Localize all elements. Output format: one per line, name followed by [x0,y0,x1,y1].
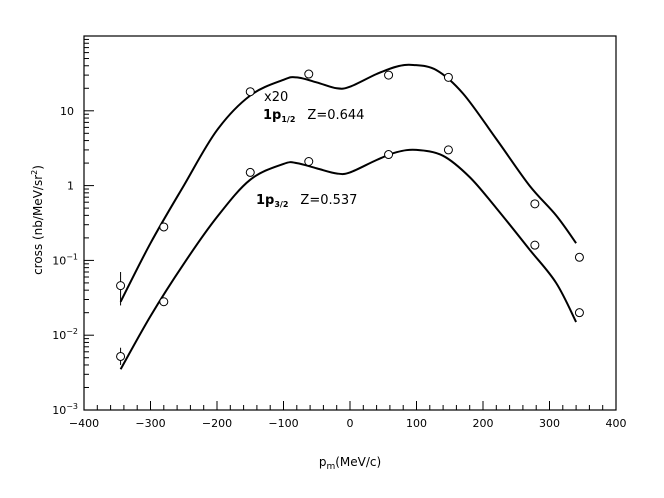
upper-label-main: 1p [263,108,281,123]
lower-label-main: 1p [256,193,274,208]
data-point-upper [384,70,394,80]
x-tick-label: 300 [539,417,560,430]
y-tick-label: 10−3 [52,402,78,417]
x-axis-title-sub: m [326,462,335,472]
y-tick-label: 10−1 [52,252,78,267]
data-point-lower [245,167,255,177]
data-points [116,69,584,365]
data-point-upper [304,69,314,79]
data-point-upper [443,72,453,82]
y-axis-title-sup: 2 [30,170,39,175]
data-point-lower [443,145,453,155]
y-tick-label: 10−2 [52,327,78,342]
y-axis-title-rest: ) [31,165,45,170]
data-point-lower [574,308,584,318]
fit-curves [119,63,577,370]
upper-label-sub: 1/2 [281,115,295,124]
y-tick-label: 10 [60,105,74,118]
annotation-upper-curve: 1p1/2 Z=0.644 [263,108,364,124]
data-point-upper [116,281,126,291]
y-axis-title: cross (nb/MeV/sr2) [30,165,45,275]
data-point-upper [530,199,540,209]
x-tick-labels: −400 −300 −200 −100 0 100 200 300 400 [69,417,627,430]
data-point-lower [159,297,169,307]
upper-label-z: Z=0.644 [307,108,364,123]
data-point-lower [304,156,314,166]
axis-ticks [83,38,617,411]
x-tick-label: 200 [473,417,494,430]
data-point-upper [159,222,169,232]
data-point-lower [116,351,126,361]
data-point-lower [384,150,394,160]
y-tick-label: 1 [67,180,74,193]
x-tick-label: −400 [69,417,99,430]
fit-curve-lower [119,148,577,370]
annotation-x20: x20 [264,90,288,105]
data-point-upper [574,252,584,262]
x-axis-title-main: p [319,455,327,469]
annotation-lower-curve: 1p3/2 Z=0.537 [256,193,357,209]
y-axis-title-main: cross (nb/MeV/sr [31,175,45,275]
data-point-lower [530,240,540,250]
lower-label-sub: 3/2 [274,200,288,209]
x-axis-title-rest: (MeV/c) [335,455,381,469]
x-tick-label: −300 [135,417,165,430]
data-point-upper [245,87,255,97]
x-axis-title: pm(MeV/c) [319,455,381,472]
x-tick-label: 400 [606,417,627,430]
x-tick-label: 0 [347,417,354,430]
lower-label-z: Z=0.537 [300,193,357,208]
x-tick-label: −200 [202,417,232,430]
x-tick-label: −100 [268,417,298,430]
x-tick-label: 100 [406,417,427,430]
fit-curve-upper [119,63,577,303]
y-tick-labels: 10−3 10−2 10−1 1 10 [52,105,78,417]
